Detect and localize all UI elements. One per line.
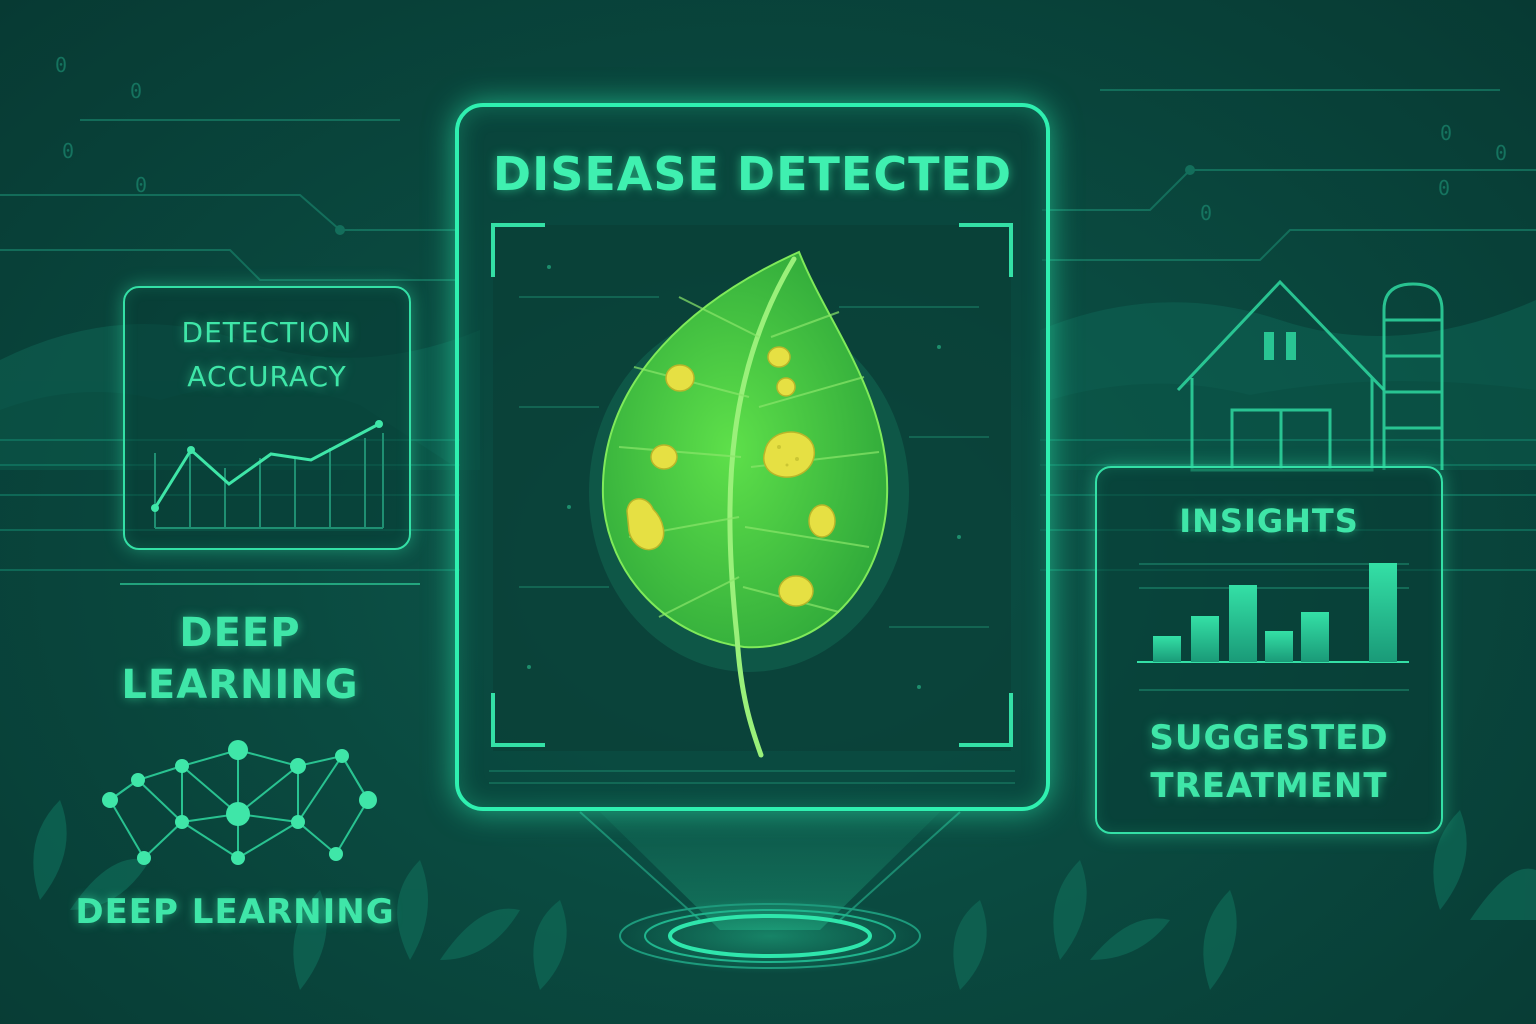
svg-text:0: 0	[135, 173, 147, 197]
hologram-base-icon	[579, 811, 961, 974]
svg-text:0: 0	[62, 139, 74, 163]
bar-chart-icon	[1137, 563, 1409, 691]
leaf-icon	[589, 250, 909, 758]
line-chart-icon	[151, 420, 384, 529]
network-caption: DEEP LEARNING	[75, 892, 395, 932]
circuit-traces	[0, 89, 1536, 281]
suggested-treatment-line2: TREATMENT	[1150, 766, 1388, 806]
insights-title: INSIGHTS	[1179, 502, 1359, 540]
svg-text:0: 0	[1200, 201, 1212, 225]
deep-learning-heading-line1: DEEP	[179, 610, 301, 656]
svg-text:0: 0	[1440, 121, 1452, 145]
suggested-treatment-line1: SUGGESTED	[1149, 718, 1389, 758]
plants	[33, 800, 1536, 990]
accuracy-title-line1: DETECTION	[181, 316, 353, 349]
neural-network-icon	[102, 740, 377, 865]
svg-text:0: 0	[1495, 141, 1507, 165]
disease-detection-panel: DISEASE DETECTED	[455, 103, 1050, 811]
disease-detected-title: DISEASE DETECTED	[492, 147, 1013, 201]
insights-panel: INSIGHTS SUGGESTED TREATMENT	[1095, 466, 1443, 834]
svg-text:0: 0	[130, 79, 142, 103]
binary-digits: 0 0 0 0 0 0 0 0	[55, 53, 1507, 225]
detection-accuracy-panel: DETECTION ACCURACY	[123, 286, 411, 550]
accuracy-title-line2: ACCURACY	[187, 360, 347, 393]
deep-learning-heading-line2: LEARNING	[121, 662, 359, 708]
silo-icon	[1382, 282, 1444, 470]
svg-text:0: 0	[55, 53, 67, 77]
svg-text:0: 0	[1438, 176, 1450, 200]
